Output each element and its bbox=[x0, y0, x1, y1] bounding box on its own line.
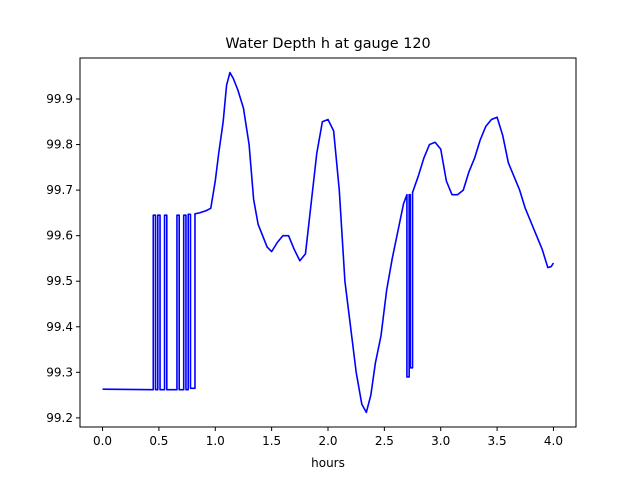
x-tick-label: 3.0 bbox=[431, 434, 450, 448]
y-tick-label: 99.5 bbox=[46, 274, 73, 288]
plot-area bbox=[102, 71, 555, 414]
axes-frame bbox=[79, 57, 577, 428]
x-tick-label: 2.5 bbox=[375, 434, 394, 448]
y-tick-label: 99.2 bbox=[46, 411, 73, 425]
x-axis: 0.0 0.5 1.0 1.5 2.0 2.5 3.0 3.5 4.0 bbox=[93, 427, 563, 448]
chart-title: Water Depth h at gauge 120 bbox=[225, 36, 430, 52]
x-tick-label: 3.5 bbox=[488, 434, 507, 448]
y-tick-label: 99.8 bbox=[46, 138, 73, 152]
x-tick-label: 1.0 bbox=[206, 434, 225, 448]
y-tick-label: 99.9 bbox=[46, 92, 73, 106]
x-axis-label: hours bbox=[311, 456, 345, 470]
x-tick-label: 1.5 bbox=[262, 434, 281, 448]
x-tick-label: 0.0 bbox=[93, 434, 112, 448]
y-tick-label: 99.3 bbox=[46, 365, 73, 379]
x-tick-label: 4.0 bbox=[544, 434, 563, 448]
y-tick-label: 99.6 bbox=[46, 229, 73, 243]
x-tick-label: 2.0 bbox=[318, 434, 337, 448]
y-tick-label: 99.4 bbox=[46, 320, 73, 334]
y-axis: 99.2 99.3 99.4 99.5 99.6 99.7 99.8 99.9 bbox=[46, 92, 80, 425]
x-tick-label: 0.5 bbox=[149, 434, 168, 448]
y-tick-label: 99.7 bbox=[46, 183, 73, 197]
series-line-0 bbox=[102, 71, 555, 414]
